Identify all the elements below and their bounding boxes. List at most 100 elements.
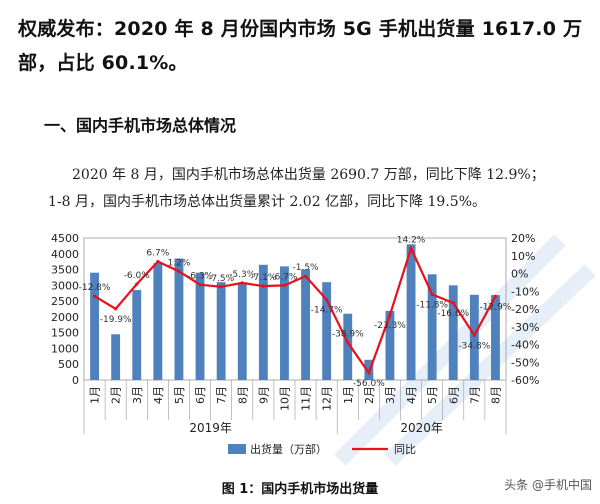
article-headline: 权威发布：2020 年 8 月份国内市场 5G 手机出货量 1617.0 万部，…	[18, 18, 583, 74]
yoy-data-label: -6.0%	[124, 271, 151, 281]
yoy-data-label: -11.8%	[416, 300, 448, 310]
yoy-point	[282, 283, 287, 287]
y-left-tick-label: 3500	[51, 264, 79, 277]
y-right-tick-label: -40%	[511, 339, 539, 352]
shipment-bar	[448, 285, 458, 380]
x-tick-label: 6月	[447, 386, 460, 404]
yoy-point	[156, 260, 160, 264]
y-right-tick-label: 10%	[511, 250, 535, 263]
yoy-point	[493, 294, 498, 298]
x-tick-label: 5月	[173, 386, 186, 404]
yoy-data-label: -12.8%	[79, 283, 111, 293]
x-tick-label: 2月	[363, 386, 376, 404]
group-label: 2020年	[400, 421, 443, 435]
shipment-bar	[132, 290, 142, 380]
x-tick-label: 3月	[131, 386, 144, 404]
yoy-data-label: -6.3%	[187, 272, 214, 282]
yoy-data-label: -56.0%	[353, 379, 385, 389]
shipment-bar	[406, 244, 416, 380]
yoy-data-label: -19.9%	[100, 315, 132, 325]
x-tick-label: 10月	[278, 386, 291, 411]
x-tick-label: 1月	[342, 386, 355, 404]
x-tick-label: 11月	[300, 386, 313, 411]
yoy-point	[240, 281, 244, 285]
y-left-tick-label: 500	[58, 358, 79, 371]
figure-caption: 图 1：国内手机市场出货量	[221, 482, 379, 497]
yoy-point	[303, 274, 308, 278]
shipment-bar	[301, 269, 310, 380]
yoy-data-label: 1.2%	[168, 258, 191, 268]
x-tick-label: 7月	[215, 386, 228, 404]
yoy-data-label: -7.5%	[208, 274, 235, 284]
shipment-bar	[153, 263, 163, 380]
paragraph-line-1: 2020 年 8 月，国内手机市场总体出货量 2690.7 万部，同比下降 12…	[72, 167, 545, 183]
shipment-bar	[491, 295, 500, 380]
source-watermark: 头条 @手机中国	[504, 478, 592, 492]
y-right-tick-label: 0%	[511, 268, 528, 281]
yoy-point	[325, 297, 329, 302]
shipment-bar	[195, 272, 205, 380]
shipment-bar	[258, 264, 268, 380]
yoy-point	[261, 284, 265, 288]
shipment-bar	[427, 274, 437, 380]
y-left-tick-label: 3000	[51, 279, 79, 292]
y-left-tick-label: 2000	[51, 311, 79, 324]
y-right-tick-label: -60%	[511, 374, 539, 387]
yoy-point	[472, 333, 476, 337]
y-right-tick-label: -10%	[511, 285, 539, 298]
x-tick-label: 4月	[405, 386, 418, 404]
yoy-point	[388, 313, 392, 317]
y-left-tick-label: 1000	[51, 342, 79, 355]
yoy-point	[346, 340, 350, 345]
shipment-bar	[174, 258, 184, 380]
yoy-data-label: -12.9%	[480, 302, 512, 312]
x-tick-label: 6月	[194, 386, 207, 404]
legend-swatch-bar	[228, 444, 246, 454]
yoy-point	[219, 285, 223, 289]
y-left-tick-label: 2500	[51, 295, 79, 308]
x-tick-label: 5月	[426, 386, 439, 404]
shipment-bar	[385, 310, 395, 380]
paragraph-line-2: 1-8 月，国内手机市场总体出货量累计 2.02 亿部，同比下降 19.5%。	[48, 194, 486, 210]
yoy-point	[430, 292, 434, 297]
section-title: 一、国内手机市场总体情况	[44, 116, 237, 135]
shipment-bar	[469, 294, 479, 380]
yoy-data-label: 14.2%	[397, 235, 426, 245]
x-tick-label: 7月	[468, 386, 481, 404]
x-tick-label: 3月	[384, 386, 397, 404]
yoy-data-label: -16.6%	[437, 309, 469, 319]
yoy-point	[367, 371, 371, 375]
shipment-bar	[280, 266, 289, 380]
yoy-point	[135, 282, 139, 286]
yoy-point	[198, 283, 202, 287]
shipment-bar	[216, 282, 226, 380]
yoy-data-label: -6.7%	[271, 272, 298, 282]
y-left-tick-label: 4500	[51, 232, 79, 245]
shipment-bar	[237, 283, 247, 380]
yoy-data-label: -14.7%	[311, 306, 343, 316]
yoy-data-label: 6.7%	[146, 249, 169, 259]
yoy-point	[177, 269, 181, 273]
yoy-data-label: -1.5%	[292, 263, 319, 273]
yoy-point	[451, 301, 455, 305]
y-right-tick-label: 20%	[511, 232, 535, 245]
y-left-tick-label: 1500	[51, 327, 79, 340]
x-tick-label: 1月	[89, 386, 102, 404]
shipments-chart: 0 500 1000 1500 2000 2500 3000 3500 4000 4500 -60%…	[51, 232, 539, 456]
yoy-data-label: -7.1%	[250, 273, 277, 283]
yoy-data-label: -34.8%	[458, 341, 490, 351]
shipment-bar	[343, 313, 353, 380]
y-right-tick-label: -50%	[511, 356, 539, 369]
yoy-point	[409, 246, 413, 250]
x-tick-label: 9月	[257, 386, 270, 404]
y-left-tick-label: 4000	[51, 248, 79, 261]
legend-label-bar: 出货量（万部）	[250, 442, 327, 456]
yoy-data-label: -23.3%	[374, 321, 406, 331]
legend-label-line: 同比	[394, 443, 416, 456]
shipment-bar	[90, 272, 99, 380]
y-left-tick-label: 0	[72, 374, 79, 387]
x-tick-label: 8月	[489, 386, 502, 404]
yoy-data-label: -5.3%	[229, 270, 256, 280]
shipment-bar	[111, 334, 121, 380]
y-right-tick-label: -30%	[511, 321, 539, 334]
